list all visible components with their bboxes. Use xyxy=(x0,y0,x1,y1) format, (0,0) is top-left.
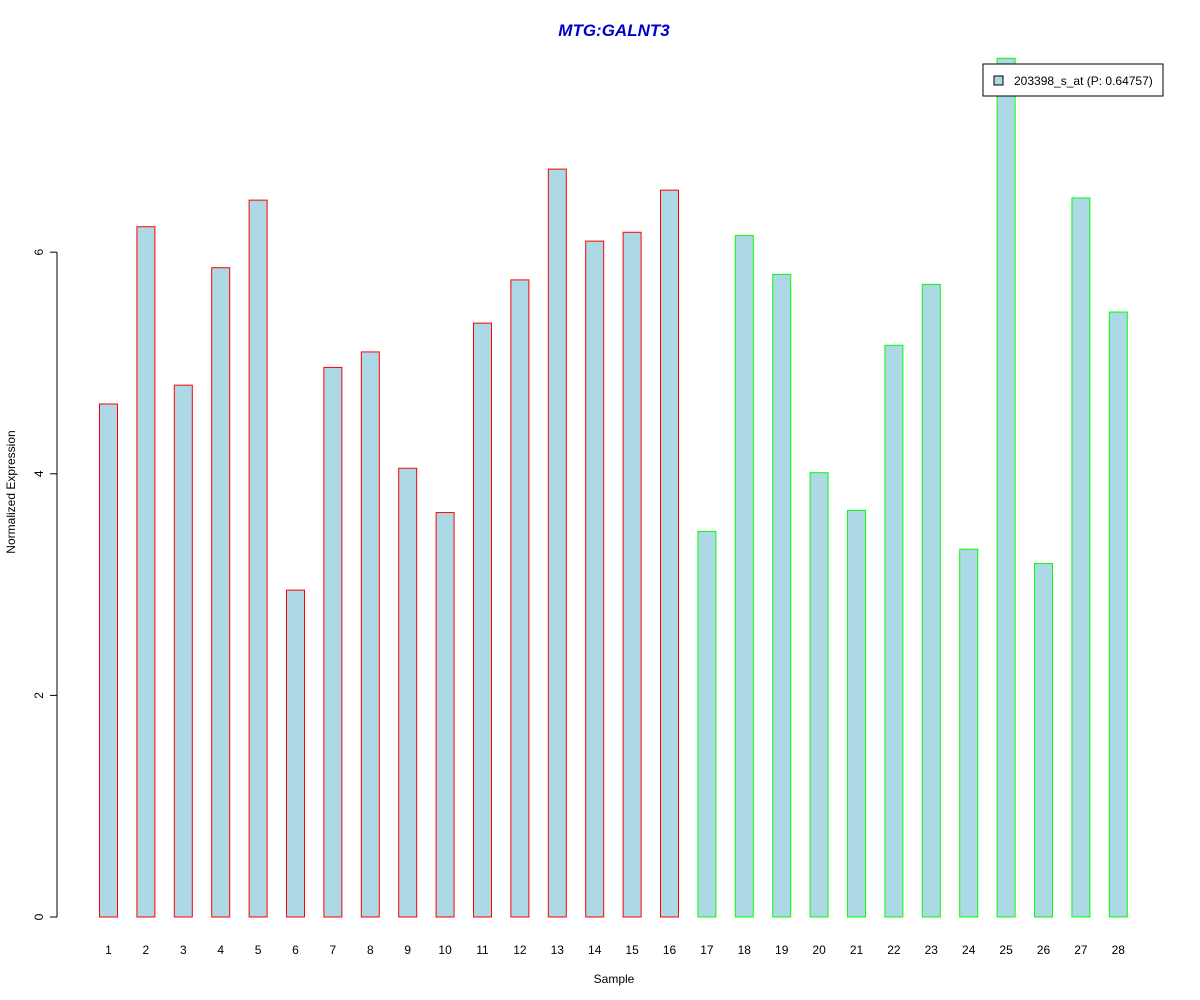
x-tick-label: 4 xyxy=(217,943,224,957)
x-axis-title: Sample xyxy=(594,972,635,986)
bar-sample-11 xyxy=(473,322,492,918)
bar-sample-10 xyxy=(435,512,455,918)
x-tick-label: 21 xyxy=(850,943,864,957)
y-tick-label: 4 xyxy=(32,470,46,477)
x-tick-label: 9 xyxy=(404,943,411,957)
bar-sample-19 xyxy=(772,273,792,918)
x-tick-labels: 1 2 3 4 5 6 7 8 9 10 11 12 13 14 15 16 17 18 19 20 21 22 23 24 2… xyxy=(105,943,1125,957)
x-tick-label: 13 xyxy=(551,943,565,957)
bar-sample-4 xyxy=(211,267,231,918)
x-tick-label: 20 xyxy=(812,943,826,957)
bar-sample-15 xyxy=(622,231,642,918)
y-tick-label: 0 xyxy=(32,913,46,920)
x-tick-label: 2 xyxy=(143,943,150,957)
x-tick-label: 17 xyxy=(700,943,714,957)
bar-sample-7 xyxy=(323,366,343,918)
bar-sample-27 xyxy=(1071,197,1091,918)
x-tick-label: 14 xyxy=(588,943,602,957)
bar-sample-14 xyxy=(585,240,605,918)
x-tick-label: 1 xyxy=(105,943,112,957)
y-tick-label: 6 xyxy=(32,249,46,256)
x-tick-label: 6 xyxy=(292,943,299,957)
x-tick-label: 19 xyxy=(775,943,789,957)
bar-sample-5 xyxy=(248,199,268,918)
bar-sample-18 xyxy=(734,235,754,918)
bars xyxy=(99,57,1128,918)
x-tick-label: 23 xyxy=(925,943,939,957)
x-tick-label: 3 xyxy=(180,943,187,957)
x-tick-label: 5 xyxy=(255,943,262,957)
bar-sample-20 xyxy=(809,472,829,918)
legend-box xyxy=(982,63,1164,97)
x-tick-label: 22 xyxy=(887,943,901,957)
bar-sample-12 xyxy=(510,279,530,918)
x-tick-label: 16 xyxy=(663,943,677,957)
x-tick-label: 27 xyxy=(1074,943,1088,957)
x-tick-label: 12 xyxy=(513,943,527,957)
x-tick-label: 26 xyxy=(1037,943,1051,957)
bar-sample-3 xyxy=(173,384,193,918)
y-axis: 0 2 4 6 xyxy=(32,249,58,920)
x-tick-label: 24 xyxy=(962,943,976,957)
x-tick-label: 18 xyxy=(738,943,752,957)
bar-sample-17 xyxy=(697,530,717,918)
bar-sample-22 xyxy=(884,344,904,918)
legend-swatch xyxy=(993,75,1004,86)
bar-sample-28 xyxy=(1108,311,1128,918)
bar-sample-9 xyxy=(398,467,418,918)
bar-sample-13 xyxy=(547,168,567,918)
y-tick-label: 2 xyxy=(32,692,46,699)
x-tick-label: 11 xyxy=(476,943,489,957)
x-tick-label: 8 xyxy=(367,943,374,957)
bar-sample-6 xyxy=(286,589,305,918)
x-tick-label: 7 xyxy=(330,943,337,957)
legend: 203398_s_at (P: 0.64757) xyxy=(982,63,1164,97)
bar-sample-24 xyxy=(959,548,979,918)
bar-sample-25 xyxy=(996,57,1016,918)
bar-sample-2 xyxy=(136,226,156,918)
bar-sample-21 xyxy=(847,509,866,918)
x-tick-label: 25 xyxy=(999,943,1013,957)
bar-sample-23 xyxy=(921,283,941,918)
bar-sample-8 xyxy=(360,351,380,918)
bar-sample-16 xyxy=(660,189,679,918)
x-tick-label: 15 xyxy=(625,943,639,957)
chart-title: MTG:GALNT3 xyxy=(558,21,670,40)
legend-label: 203398_s_at (P: 0.64757) xyxy=(1014,74,1153,88)
x-tick-label: 28 xyxy=(1112,943,1126,957)
bar-sample-1 xyxy=(99,403,118,918)
y-axis-title: Normalized Expression xyxy=(4,430,18,553)
bar-sample-26 xyxy=(1034,563,1053,918)
x-tick-label: 10 xyxy=(438,943,452,957)
